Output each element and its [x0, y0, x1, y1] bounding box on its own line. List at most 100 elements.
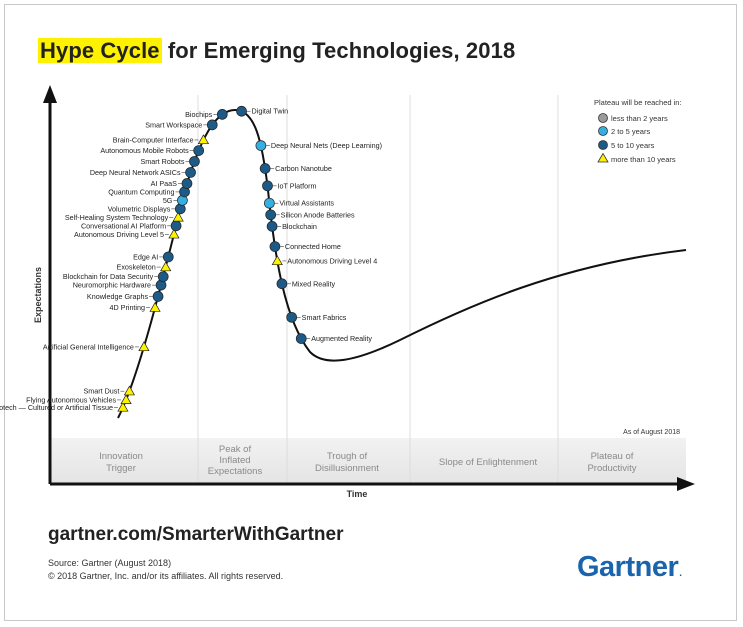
marker-carbon-nanotube [259, 163, 271, 174]
marker-edge-ai [162, 251, 174, 263]
legend-marker-gt10 [597, 152, 609, 163]
phase-dividers [197, 95, 559, 484]
marker-brain-computer-interface [197, 134, 210, 145]
marker-iot-platform [262, 180, 273, 192]
hype-curve [117, 108, 687, 419]
label-carbon-nanotube: Carbon Nanotube [275, 164, 332, 173]
marker-deep-neural-nets-deep-learning [255, 140, 267, 151]
marker-deep-neural-network-asics [185, 167, 196, 178]
label-connected-home: Connected Home [285, 242, 341, 251]
marker-knowledge-graphs [152, 291, 164, 302]
label-smart-robots: Smart Robots [140, 157, 184, 166]
label-quantum-computing: Quantum Computing [108, 187, 174, 196]
marker-virtual-assistants [264, 197, 275, 209]
marker-mixed-reality [276, 278, 288, 290]
title-rest: for Emerging Technologies, 2018 [161, 38, 516, 63]
marker-augmented-reality [295, 333, 307, 344]
label-autonomous-mobile-robots: Autonomous Mobile Robots [100, 146, 189, 155]
marker-biochips [216, 109, 228, 120]
label-self-healing-system-technology: Self-Healing System Technology [65, 213, 169, 222]
label-blockchain: Blockchain [282, 222, 317, 231]
marker-ai-paas [181, 178, 193, 189]
label-5g: 5G [163, 196, 173, 205]
marker-silicon-anode-batteries [265, 209, 277, 221]
label-4d-printing: 4D Printing [109, 303, 145, 312]
marker-autonomous-driving-level-4 [271, 255, 283, 266]
marker-smart-robots [189, 156, 200, 167]
label-silicon-anode-batteries: Silicon Anode Batteries [281, 210, 355, 219]
as-of-note: As of August 2018 [623, 429, 680, 436]
marker-conversational-ai-platform [170, 220, 182, 232]
label-smart-dust: Smart Dust [83, 387, 119, 396]
marker-autonomous-driving-level-5 [168, 228, 180, 239]
marker-blockchain [266, 221, 278, 232]
label-conversational-ai-platform: Conversational AI Platform [81, 221, 166, 230]
label-autonomous-driving-level-5: Autonomous Driving Level 5 [74, 230, 164, 239]
legend-marker-lt2 [598, 113, 608, 123]
label-autonomous-driving-level-4: Autonomous Driving Level 4 [287, 256, 377, 265]
y-axis-label: Expectations [33, 267, 43, 323]
logo-text: Gartner [577, 551, 679, 583]
label-blockchain-for-data-security: Blockchain for Data Security [63, 272, 154, 281]
technology-markers: Biotech — Cultured or Artificial TissueF… [0, 105, 382, 412]
marker-flying-autonomous-vehicles [120, 394, 132, 405]
legend-label-lt2: less than 2 years [611, 114, 668, 123]
copyright-note: © 2018 Gartner, Inc. and/or its affiliat… [48, 571, 284, 581]
title-highlight: Hype Cycle [38, 38, 162, 63]
label-artificial-general-intelligence: Artificial General Intelligence [43, 342, 134, 351]
phase-label-plateau: Plateau of Productivity [587, 451, 636, 474]
phase-label-slope: Slope of Enlightenment [439, 457, 538, 468]
page-title: Hype Cycle for Emerging Technologies, 20… [38, 38, 515, 64]
marker-4d-printing [149, 301, 161, 312]
label-biochips: Biochips [185, 110, 213, 119]
label-volumetric-displays: Volumetric Displays [108, 204, 171, 213]
marker-smart-dust [123, 385, 136, 396]
label-neuromorphic-hardware: Neuromorphic Hardware [73, 281, 151, 290]
marker-artificial-general-intelligence [138, 341, 150, 352]
source-note: Source: Gartner (August 2018) [48, 558, 172, 568]
phase-label-innovation-trigger: Innovation Trigger [99, 451, 143, 474]
label-flying-autonomous-vehicles: Flying Autonomous Vehicles [26, 395, 116, 404]
x-axis-arrow [677, 477, 695, 491]
figure-frame [4, 4, 737, 621]
legend-label-2to5: 2 to 5 years [611, 127, 650, 136]
logo-dot: . [679, 568, 682, 579]
source-url[interactable]: gartner.com/SmarterWithGartner [48, 524, 344, 545]
phase-label-peak: Peak of Inflated Expectations [208, 444, 263, 477]
legend-marker-5to10 [598, 140, 608, 150]
label-iot-platform: IoT Platform [277, 181, 316, 190]
marker-exoskeleton [160, 261, 172, 272]
phase-label-trough: Trough of Disillusionment [315, 451, 379, 474]
marker-connected-home [269, 241, 281, 252]
legend-title: Plateau will be reached in: [594, 98, 682, 107]
marker-smart-workspace [206, 119, 218, 131]
legend-label-gt10: more than 10 years [611, 155, 676, 164]
phase-labels: Innovation Trigger Peak of Inflated Expecta… [99, 444, 637, 477]
label-virtual-assistants: Virtual Assistants [279, 199, 334, 208]
marker-biotech-cultured-or-artificial-tissue [117, 401, 129, 412]
y-axis-arrow [43, 85, 57, 103]
label-brain-computer-interface: Brain-Computer Interface [113, 135, 194, 144]
x-axis-label: Time [347, 489, 368, 499]
label-knowledge-graphs: Knowledge Graphs [87, 292, 149, 301]
marker-digital-twin [236, 105, 247, 117]
label-exoskeleton: Exoskeleton [117, 263, 156, 272]
marker-blockchain-for-data-security [157, 271, 169, 283]
label-biotech-cultured-or-artificial-tissue: Biotech — Cultured or Artificial Tissue [0, 403, 113, 412]
label-deep-neural-nets-deep-learning: Deep Neural Nets (Deep Learning) [271, 141, 382, 150]
label-mixed-reality: Mixed Reality [292, 279, 336, 288]
marker-autonomous-mobile-robots [193, 145, 205, 156]
label-smart-fabrics: Smart Fabrics [302, 313, 347, 322]
legend-marker-2to5 [598, 126, 608, 136]
gartner-logo: Gartner. [577, 551, 682, 584]
label-ai-paas: AI PaaS [151, 179, 178, 188]
label-digital-twin: Digital Twin [252, 107, 289, 116]
legend-label-5to10: 5 to 10 years [611, 141, 655, 150]
label-edge-ai: Edge AI [133, 252, 158, 261]
label-augmented-reality: Augmented Reality [311, 334, 372, 343]
phase-band [50, 438, 686, 484]
label-smart-workspace: Smart Workspace [145, 120, 202, 129]
label-deep-neural-network-asics: Deep Neural Network ASICs [90, 168, 181, 177]
marker-self-healing-system-technology [172, 211, 184, 222]
